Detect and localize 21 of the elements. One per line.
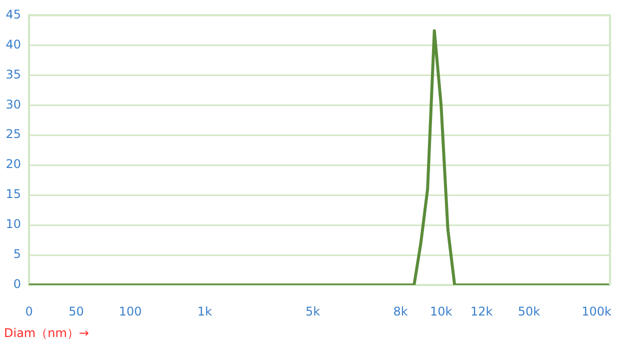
x-tick-label: 100k [582, 304, 612, 318]
x-tick-label: 5k [305, 304, 320, 318]
x-tick-label: 8k [393, 304, 408, 318]
x-tick-label: 50 [68, 304, 84, 318]
x-tick-label: 0 [25, 304, 33, 318]
y-tick-label: 5 [13, 247, 21, 262]
y-tick-label: 40 [6, 37, 21, 52]
y-tick-label: 15 [6, 187, 21, 202]
y-tick-label: 35 [6, 67, 21, 82]
x-tick-label: 100 [118, 304, 142, 318]
y-tick-label: 0 [13, 277, 21, 292]
y-tick-label: 10 [6, 217, 21, 232]
x-tick-label: 50k [518, 304, 540, 318]
y-tick-label: 20 [6, 157, 21, 172]
y-tick-label: 25 [6, 127, 21, 142]
x-tick-label: 10k [430, 304, 452, 318]
x-tick-label: 12k [470, 304, 493, 318]
y-tick-label: 45 [6, 7, 21, 22]
x-tick-label: 1k [197, 304, 212, 318]
y-tick-label: 30 [6, 97, 21, 112]
x-axis-title: Diam（nm）→ [4, 326, 89, 340]
